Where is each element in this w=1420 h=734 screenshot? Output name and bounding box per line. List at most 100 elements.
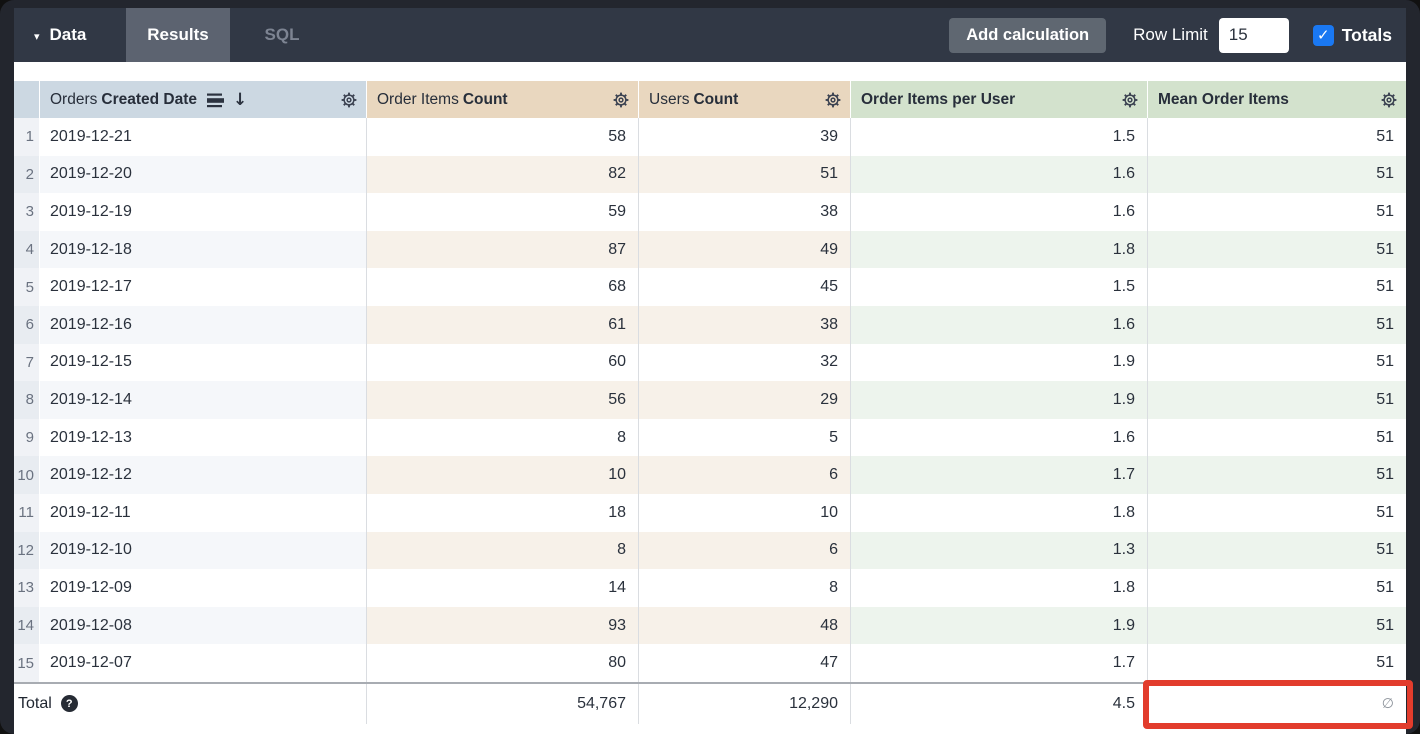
row-limit-input[interactable]: [1218, 17, 1289, 53]
cell-order-items-per-user[interactable]: 1.6: [851, 155, 1148, 194]
add-calculation-button[interactable]: Add calculation: [949, 17, 1107, 53]
row-number: 14: [14, 606, 40, 645]
cell-users-count[interactable]: 6: [639, 456, 851, 494]
cell-orders-created-date[interactable]: 2019-12-09: [40, 569, 367, 607]
cell-mean-order-items[interactable]: 51: [1376, 654, 1394, 672]
cell-order-items-count[interactable]: 93: [367, 606, 639, 645]
cell-order-items-per-user[interactable]: 1.6: [851, 305, 1148, 344]
cell-mean-order-items[interactable]: 51: [1148, 230, 1406, 269]
cell-mean-order-items[interactable]: 51: [1376, 428, 1394, 446]
help-icon[interactable]: ?: [60, 695, 78, 713]
gear-icon[interactable]: [1380, 91, 1398, 109]
cell-order-items-per-user[interactable]: 1.9: [851, 606, 1148, 645]
cell-order-items-per-user[interactable]: 1.8: [851, 569, 1148, 607]
cell-mean-order-items[interactable]: 51: [1148, 305, 1406, 344]
cell-orders-created-date[interactable]: 2019-12-16: [40, 305, 367, 344]
row-limit-label: Row Limit: [1133, 25, 1208, 44]
cell-order-items-count[interactable]: 60: [367, 343, 639, 382]
cell-order-items-count[interactable]: 59: [367, 193, 639, 231]
gear-icon[interactable]: [824, 91, 842, 109]
cell-users-count[interactable]: 51: [639, 155, 851, 194]
cell-order-items-count[interactable]: 82: [367, 155, 639, 194]
cell-users-count[interactable]: 5: [639, 418, 851, 457]
column-header-orders-created-date[interactable]: Orders Created Date ↓: [40, 81, 367, 118]
cell-orders-created-date[interactable]: 2019-12-21: [40, 118, 367, 156]
cell-orders-created-date[interactable]: 2019-12-11: [40, 493, 367, 532]
tab-results[interactable]: Results: [126, 8, 230, 62]
sort-desc-icon[interactable]: ↓: [233, 89, 248, 110]
column-header-order-items-per-user[interactable]: Order Items per User: [851, 81, 1148, 118]
cell-order-items-per-user[interactable]: 1.7: [851, 644, 1148, 682]
gear-icon[interactable]: [340, 91, 358, 109]
gear-icon[interactable]: [612, 91, 630, 109]
totals-checkbox[interactable]: ✓: [1312, 24, 1334, 46]
cell-mean-order-items[interactable]: 51: [1376, 202, 1394, 220]
cell-users-count[interactable]: 8: [639, 569, 851, 607]
column-header-users-count[interactable]: Users Count: [639, 81, 851, 118]
cell-mean-order-items[interactable]: 51: [1376, 503, 1394, 521]
cell-users-count[interactable]: 45: [639, 268, 851, 306]
cell-order-items-per-user[interactable]: 1.5: [851, 118, 1148, 156]
cell-order-items-per-user[interactable]: 1.9: [851, 343, 1148, 382]
cell-order-items-per-user[interactable]: 1.8: [851, 230, 1148, 269]
cell-mean-order-items[interactable]: 51: [1148, 531, 1406, 570]
check-icon: ✓: [1316, 25, 1330, 44]
cell-order-items-count[interactable]: 58: [367, 118, 639, 156]
cell-users-count[interactable]: 48: [639, 606, 851, 645]
cell-order-items-count[interactable]: 80: [367, 644, 639, 682]
cell-users-count[interactable]: 38: [639, 193, 851, 231]
cell-orders-created-date[interactable]: 2019-12-10: [40, 531, 367, 570]
gear-icon[interactable]: [1121, 91, 1139, 109]
cell-orders-created-date[interactable]: 2019-12-17: [40, 268, 367, 306]
cell-order-items-count[interactable]: 56: [367, 381, 639, 419]
cell-order-items-count[interactable]: 61: [367, 305, 639, 344]
cell-order-items-count[interactable]: 87: [367, 230, 639, 269]
cell-orders-created-date[interactable]: 2019-12-08: [40, 606, 367, 645]
cell-order-items-per-user[interactable]: 1.5: [851, 268, 1148, 306]
cell-order-items-count[interactable]: 68: [367, 268, 639, 306]
cell-order-items-count[interactable]: 8: [367, 418, 639, 457]
cell-orders-created-date[interactable]: 2019-12-12: [40, 456, 367, 494]
cell-mean-order-items[interactable]: 51: [1148, 381, 1406, 419]
data-section-toggle[interactable]: ▾ Data: [14, 8, 126, 62]
cell-mean-order-items[interactable]: 51: [1148, 155, 1406, 194]
cell-mean-order-items[interactable]: 51: [1148, 606, 1406, 645]
totals-label: Totals: [1341, 24, 1392, 45]
cell-order-items-count[interactable]: 10: [367, 456, 639, 494]
cell-order-items-per-user[interactable]: 1.8: [851, 493, 1148, 532]
cell-orders-created-date[interactable]: 2019-12-13: [40, 418, 367, 457]
cell-users-count[interactable]: 47: [639, 644, 851, 682]
column-header-mean-order-items[interactable]: Mean Order Items: [1148, 81, 1406, 118]
cell-users-count[interactable]: 49: [639, 230, 851, 269]
cell-orders-created-date[interactable]: 2019-12-19: [40, 193, 367, 231]
cell-orders-created-date[interactable]: 2019-12-20: [40, 155, 367, 194]
cell-mean-order-items[interactable]: 51: [1376, 278, 1394, 296]
tab-sql[interactable]: SQL: [264, 25, 300, 44]
cell-order-items-count[interactable]: 18: [367, 493, 639, 532]
table-row: 14 2019-12-08 93 48 1.9 51: [14, 606, 1406, 645]
cell-users-count[interactable]: 6: [639, 531, 851, 570]
cell-users-count[interactable]: 32: [639, 343, 851, 382]
cell-mean-order-items[interactable]: 51: [1148, 456, 1406, 494]
cell-mean-order-items[interactable]: 51: [1376, 353, 1394, 371]
cell-mean-order-items[interactable]: 51: [1376, 578, 1394, 596]
cell-users-count[interactable]: 10: [639, 493, 851, 532]
cell-users-count[interactable]: 29: [639, 381, 851, 419]
table-row: 12 2019-12-10 8 6 1.3 51: [14, 531, 1406, 570]
cell-mean-order-items[interactable]: 51: [1376, 127, 1394, 145]
cell-order-items-per-user[interactable]: 1.6: [851, 418, 1148, 457]
cell-orders-created-date[interactable]: 2019-12-07: [40, 644, 367, 682]
cell-order-items-per-user[interactable]: 1.3: [851, 531, 1148, 570]
cell-order-items-per-user[interactable]: 1.9: [851, 381, 1148, 419]
cell-orders-created-date[interactable]: 2019-12-14: [40, 381, 367, 419]
cell-order-items-count[interactable]: 8: [367, 531, 639, 570]
cell-order-items-per-user[interactable]: 1.6: [851, 193, 1148, 231]
cell-users-count[interactable]: 39: [639, 118, 851, 156]
cell-order-items-per-user[interactable]: 1.7: [851, 456, 1148, 494]
cell-order-items-count[interactable]: 14: [367, 569, 639, 607]
cell-orders-created-date[interactable]: 2019-12-18: [40, 230, 367, 269]
table-row: 4 2019-12-18 87 49 1.8 51: [14, 230, 1406, 269]
column-header-order-items-count[interactable]: Order Items Count: [367, 81, 639, 118]
cell-users-count[interactable]: 38: [639, 305, 851, 344]
cell-orders-created-date[interactable]: 2019-12-15: [40, 343, 367, 382]
